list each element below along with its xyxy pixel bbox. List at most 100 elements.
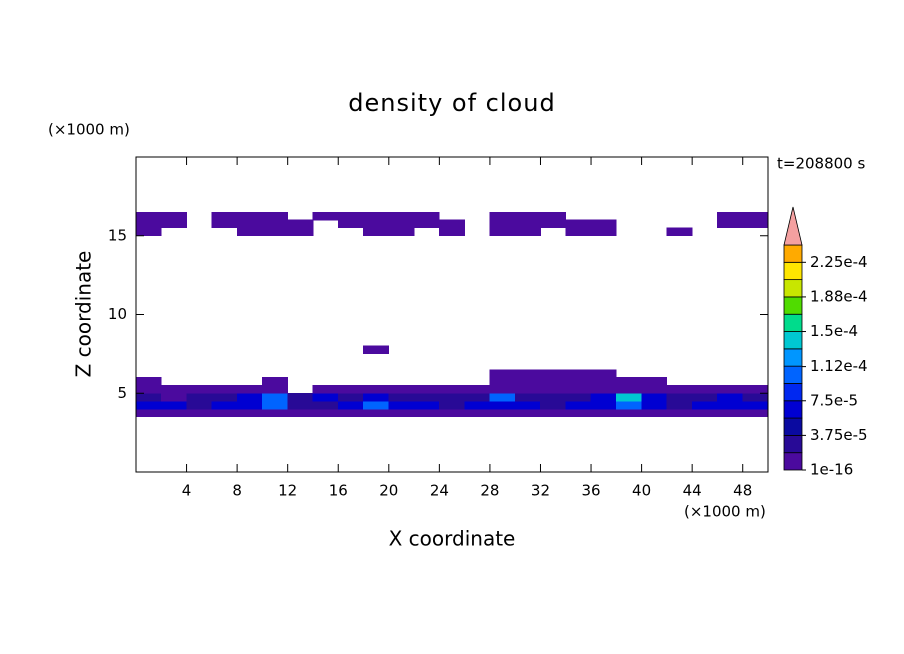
x-tick-label: 16 [329, 482, 348, 500]
contour-cell [666, 385, 693, 394]
contour-cell [363, 408, 390, 418]
chart-title: density of cloud [348, 89, 555, 117]
contour-cell [540, 219, 567, 229]
contour-cell [160, 219, 187, 229]
contour-cell [514, 392, 541, 402]
contour-cell [160, 400, 187, 410]
contour-cell [565, 408, 592, 418]
contour-cell [464, 385, 491, 394]
contour-cell [363, 227, 390, 237]
contour-cell [211, 211, 238, 221]
contour-cell [439, 385, 465, 394]
colorbar-tick-label: 1.12e-4 [810, 357, 868, 375]
contour-cell [742, 385, 769, 394]
x-tick-label: 44 [683, 482, 702, 500]
contour-cell [439, 400, 465, 410]
contour-cell [211, 392, 238, 402]
contour-cell [186, 392, 213, 402]
contour-cell [514, 377, 541, 386]
colorbar-tick-label: 1e-16 [810, 461, 853, 479]
contour-cell [135, 408, 162, 418]
contour-cell [186, 385, 213, 394]
contour-cell [211, 400, 238, 410]
x-tick-label: 12 [278, 482, 297, 500]
contour-cell [514, 227, 541, 237]
contour-cell [489, 369, 516, 378]
contour-cell [236, 392, 263, 402]
contour-cell [135, 400, 162, 410]
contour-cell [337, 385, 364, 394]
contour-cell [262, 400, 288, 410]
contour-cell [135, 211, 162, 221]
contour-cell [236, 408, 263, 418]
contour-cell [388, 392, 415, 402]
contour-cell [337, 211, 364, 221]
contour-cell [514, 219, 541, 229]
contour-cell [337, 392, 364, 402]
colorbar-band [783, 434, 803, 454]
contour-cell [590, 385, 617, 394]
contour-cell [590, 227, 617, 237]
contour-cell [590, 369, 617, 378]
contour-cell [717, 211, 744, 221]
contour-cell [312, 211, 339, 221]
contour-cell [135, 227, 162, 237]
contour-cell [616, 400, 642, 410]
contour-cell [565, 369, 592, 378]
contour-cell [211, 385, 238, 394]
contour-cell [540, 377, 567, 386]
contour-cell [565, 219, 592, 229]
contour-cell [135, 392, 162, 402]
contour-cell [413, 408, 440, 418]
contour-cell [236, 211, 263, 221]
contour-cell [464, 400, 491, 410]
contour-cell [590, 392, 617, 402]
contour-cell [363, 211, 390, 221]
contour-cell [514, 211, 541, 221]
colorbar-band [783, 296, 803, 315]
colorbar-tick-label: 1.88e-4 [810, 287, 868, 305]
contour-cell [540, 369, 567, 378]
contour-cell [413, 211, 440, 221]
contour-cell [363, 385, 390, 394]
colorbar-tick-label: 2.25e-4 [810, 253, 868, 271]
x-tick-label: 40 [632, 482, 651, 500]
contour-cell [489, 227, 516, 237]
x-tick-label: 36 [581, 482, 600, 500]
contour-cell [540, 400, 567, 410]
contour-cell [641, 385, 668, 394]
x-axis-label: X coordinate [389, 527, 516, 551]
x-tick-label: 8 [232, 482, 242, 500]
y-tick-label: 10 [108, 305, 127, 323]
contour-cell [388, 400, 415, 410]
contour-cell [262, 227, 288, 237]
contour-cell [388, 385, 415, 394]
contour-cell [262, 219, 288, 229]
y-tick-label: 15 [108, 226, 127, 244]
contour-cell [135, 385, 162, 394]
colorbar-band [783, 348, 803, 367]
contour-cell [287, 400, 314, 410]
contour-cell [717, 219, 744, 229]
contour-cell [717, 385, 744, 394]
contour-cell [540, 408, 567, 418]
contour-cell [565, 392, 592, 402]
contour-cell [160, 385, 187, 394]
contour-cell [439, 219, 465, 229]
contour-cell [160, 392, 187, 402]
contour-cell [666, 408, 693, 418]
contour-cell [337, 400, 364, 410]
contour-cell [565, 400, 592, 410]
contour-cell [691, 408, 718, 418]
contour-cell [641, 377, 668, 386]
x-tick-label: 48 [733, 482, 752, 500]
x-unit: (×1000 m) [684, 503, 766, 521]
contour-cell [742, 392, 769, 402]
contour-cell [489, 219, 516, 229]
contour-cell [489, 408, 516, 418]
contour-cell [666, 400, 693, 410]
colorbar-band [783, 313, 803, 332]
contour-cell [388, 227, 415, 237]
contour-cell [413, 385, 440, 394]
